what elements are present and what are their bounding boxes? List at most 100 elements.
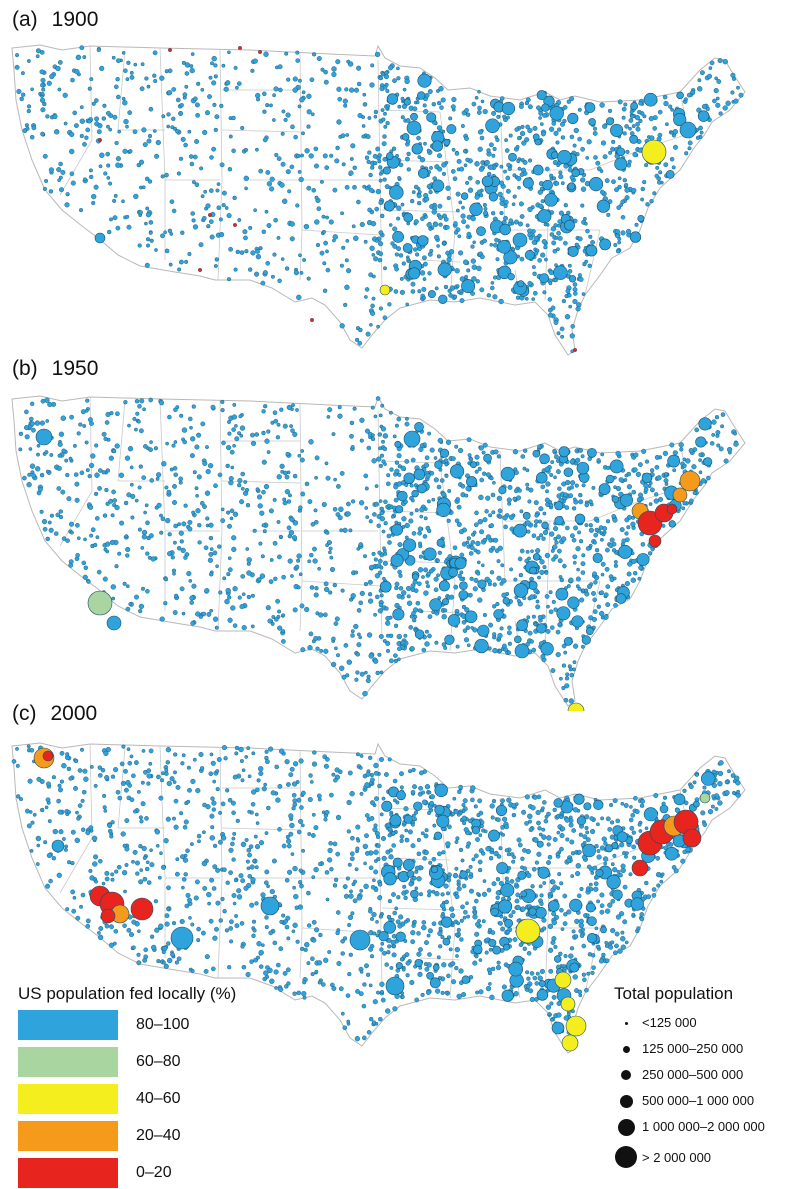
county-dot bbox=[534, 500, 539, 505]
county-dot bbox=[190, 453, 195, 458]
county-dot bbox=[338, 405, 342, 409]
county-dot bbox=[293, 992, 297, 996]
county-dot bbox=[378, 165, 382, 169]
county-dot bbox=[557, 872, 561, 876]
county-dot bbox=[293, 88, 298, 93]
county-dot bbox=[619, 477, 624, 482]
county-dot bbox=[578, 587, 582, 591]
county-dot bbox=[287, 405, 292, 410]
county-dot bbox=[228, 480, 233, 485]
county-dot bbox=[75, 523, 79, 527]
county-dot bbox=[174, 524, 178, 528]
county-dot bbox=[570, 480, 575, 485]
county-dot bbox=[42, 519, 47, 524]
county-dot bbox=[406, 118, 410, 122]
county-dot bbox=[573, 526, 577, 530]
county-dot bbox=[526, 224, 530, 228]
county-dot bbox=[359, 542, 363, 546]
county-dot bbox=[131, 516, 135, 520]
county-dot bbox=[394, 469, 399, 474]
county-dot bbox=[267, 223, 271, 227]
county-dot bbox=[482, 176, 493, 187]
county-dot bbox=[428, 614, 432, 618]
county-dot bbox=[560, 815, 563, 818]
county-dot bbox=[411, 823, 414, 826]
county-dot bbox=[559, 908, 563, 912]
county-dot bbox=[386, 634, 390, 638]
county-dot bbox=[460, 571, 464, 575]
county-dot bbox=[362, 185, 365, 188]
county-dot bbox=[514, 883, 518, 887]
county-dot bbox=[131, 774, 135, 778]
county-dot bbox=[509, 515, 514, 520]
county-dot bbox=[528, 105, 532, 109]
county-dot bbox=[562, 686, 566, 690]
county-dot bbox=[263, 270, 267, 274]
county-dot bbox=[31, 428, 35, 432]
county-dot bbox=[370, 917, 374, 921]
county-dot bbox=[632, 845, 636, 849]
county-dot bbox=[22, 476, 26, 480]
county-dot bbox=[441, 962, 446, 967]
county-dot bbox=[509, 914, 513, 918]
county-dot bbox=[570, 673, 574, 677]
county-dot bbox=[234, 66, 238, 70]
county-dot bbox=[126, 61, 130, 65]
county-dot bbox=[279, 408, 283, 412]
county-dot bbox=[325, 166, 329, 170]
county-dot bbox=[201, 88, 204, 91]
county-dot bbox=[585, 103, 595, 113]
county-dot bbox=[668, 455, 680, 467]
county-dot bbox=[547, 843, 551, 847]
county-dot bbox=[184, 260, 188, 264]
county-dot bbox=[245, 838, 249, 842]
county-dot bbox=[579, 919, 584, 924]
county-dot bbox=[613, 951, 617, 955]
county-dot bbox=[521, 810, 526, 815]
county-dot bbox=[153, 51, 157, 55]
county-dot bbox=[213, 617, 218, 622]
county-dot bbox=[348, 771, 352, 775]
county-dot bbox=[287, 471, 290, 474]
county-dot bbox=[40, 132, 44, 136]
county-dot bbox=[127, 225, 131, 229]
county-dot bbox=[213, 936, 218, 941]
county-dot bbox=[317, 207, 321, 211]
county-dot bbox=[94, 492, 98, 496]
county-dot bbox=[177, 522, 180, 525]
county-dot bbox=[301, 647, 306, 652]
county-dot bbox=[617, 241, 620, 244]
county-dot bbox=[540, 559, 545, 564]
county-dot bbox=[339, 666, 344, 671]
county-dot bbox=[601, 453, 604, 456]
county-dot bbox=[424, 940, 428, 944]
county-dot bbox=[711, 420, 716, 425]
county-dot bbox=[422, 920, 426, 924]
county-dot bbox=[487, 172, 491, 176]
county-dot bbox=[137, 930, 140, 933]
county-dot bbox=[447, 124, 456, 133]
county-dot bbox=[563, 651, 566, 654]
county-dot bbox=[304, 948, 308, 952]
county-dot bbox=[556, 141, 560, 145]
county-dot bbox=[479, 446, 484, 451]
county-dot bbox=[137, 420, 141, 424]
county-dot bbox=[336, 484, 340, 488]
county-dot bbox=[286, 839, 291, 844]
county-dot bbox=[518, 557, 522, 561]
county-dot bbox=[480, 136, 484, 140]
county-dot bbox=[215, 565, 218, 568]
county-dot bbox=[403, 88, 406, 91]
county-dot bbox=[557, 549, 561, 553]
county-dot bbox=[379, 179, 383, 183]
county-dot bbox=[498, 240, 511, 253]
county-dot bbox=[84, 136, 88, 140]
county-dot bbox=[307, 186, 311, 190]
county-dot bbox=[300, 947, 304, 951]
county-dot bbox=[405, 79, 410, 84]
county-dot bbox=[77, 537, 80, 540]
county-dot bbox=[281, 132, 285, 136]
county-dot bbox=[577, 850, 581, 854]
county-dot bbox=[557, 128, 561, 132]
county-dot bbox=[663, 451, 668, 456]
